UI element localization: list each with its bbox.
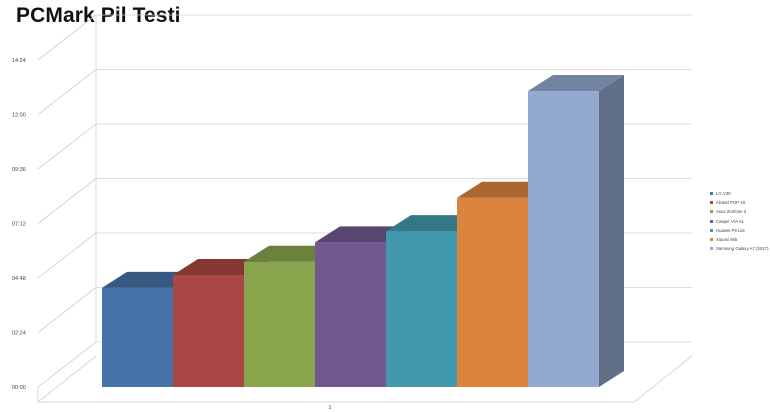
legend-item: Asus Zenfone 3 [710,207,769,216]
legend-item: Alcatel POP 4S [710,198,769,207]
gridline-diagonal [37,69,97,115]
gridline-diagonal [37,123,97,170]
legend-swatch [710,247,713,251]
legend-swatch [710,201,713,205]
legend-item: LG V30 [710,189,769,198]
y-tick-label: 09:36 [12,167,26,173]
gridline-diagonal [37,287,97,333]
y-tick-label: 02:24 [12,331,26,337]
legend-item: Casper VIA A1 [710,217,769,226]
legend-swatch [710,210,713,214]
bar-front [102,287,173,387]
legend-label: Asus Zenfone 3 [716,209,747,215]
bar-front [173,274,244,387]
gridline-diagonal [37,14,97,61]
floor-edge [37,355,97,403]
legend-label: LG V30 [716,191,731,197]
chart-legend: LG V30 Alcatel POP 4S Asus Zenfone 3 Casper… [710,189,769,253]
bar-layer [102,75,624,387]
bar-front [386,231,457,387]
bar-front [244,261,315,387]
bar-front [315,242,386,387]
legend-swatch [710,238,713,242]
legend-swatch [710,228,713,232]
axis-layer: 00:00 02:24 04:48 07:12 09:36 12:00 14:24 1 [12,58,332,411]
legend-item: Huawei P9 Lite [710,226,769,235]
legend-label: Samsung Galaxy A7 (2017) [716,246,769,252]
gridline-diagonal [37,232,97,279]
legend-swatch [710,219,713,223]
bar-side [599,75,624,387]
y-tick-label: 07:12 [12,222,26,228]
y-tick-label: 00:00 [12,385,26,391]
legend-label: Casper VIA A1 [716,218,744,224]
bar-front [528,91,599,387]
legend-swatch [710,192,713,196]
legend-label: Xiaomi Mi5 [716,237,738,243]
bar-front [457,197,528,387]
legend-label: Huawei P9 Lite [716,227,745,233]
gridline-diagonal [37,341,97,388]
y-tick-label: 14:24 [12,58,26,64]
x-tick-label: 1 [328,405,331,411]
gridline-diagonal [37,178,97,224]
bar-top [528,75,624,92]
legend-label: Alcatel POP 4S [716,200,746,206]
legend-item: Samsung Galaxy A7 (2017) [710,244,769,253]
legend-item: Xiaomi Mi5 [710,235,769,244]
chart-title: PCMark Pil Testi [16,4,181,27]
y-tick-label: 12:00 [12,113,26,119]
y-tick-label: 04:48 [12,276,26,282]
bar-samsung-galaxy-a7-2017- [528,75,624,387]
floor-outline [37,355,693,403]
